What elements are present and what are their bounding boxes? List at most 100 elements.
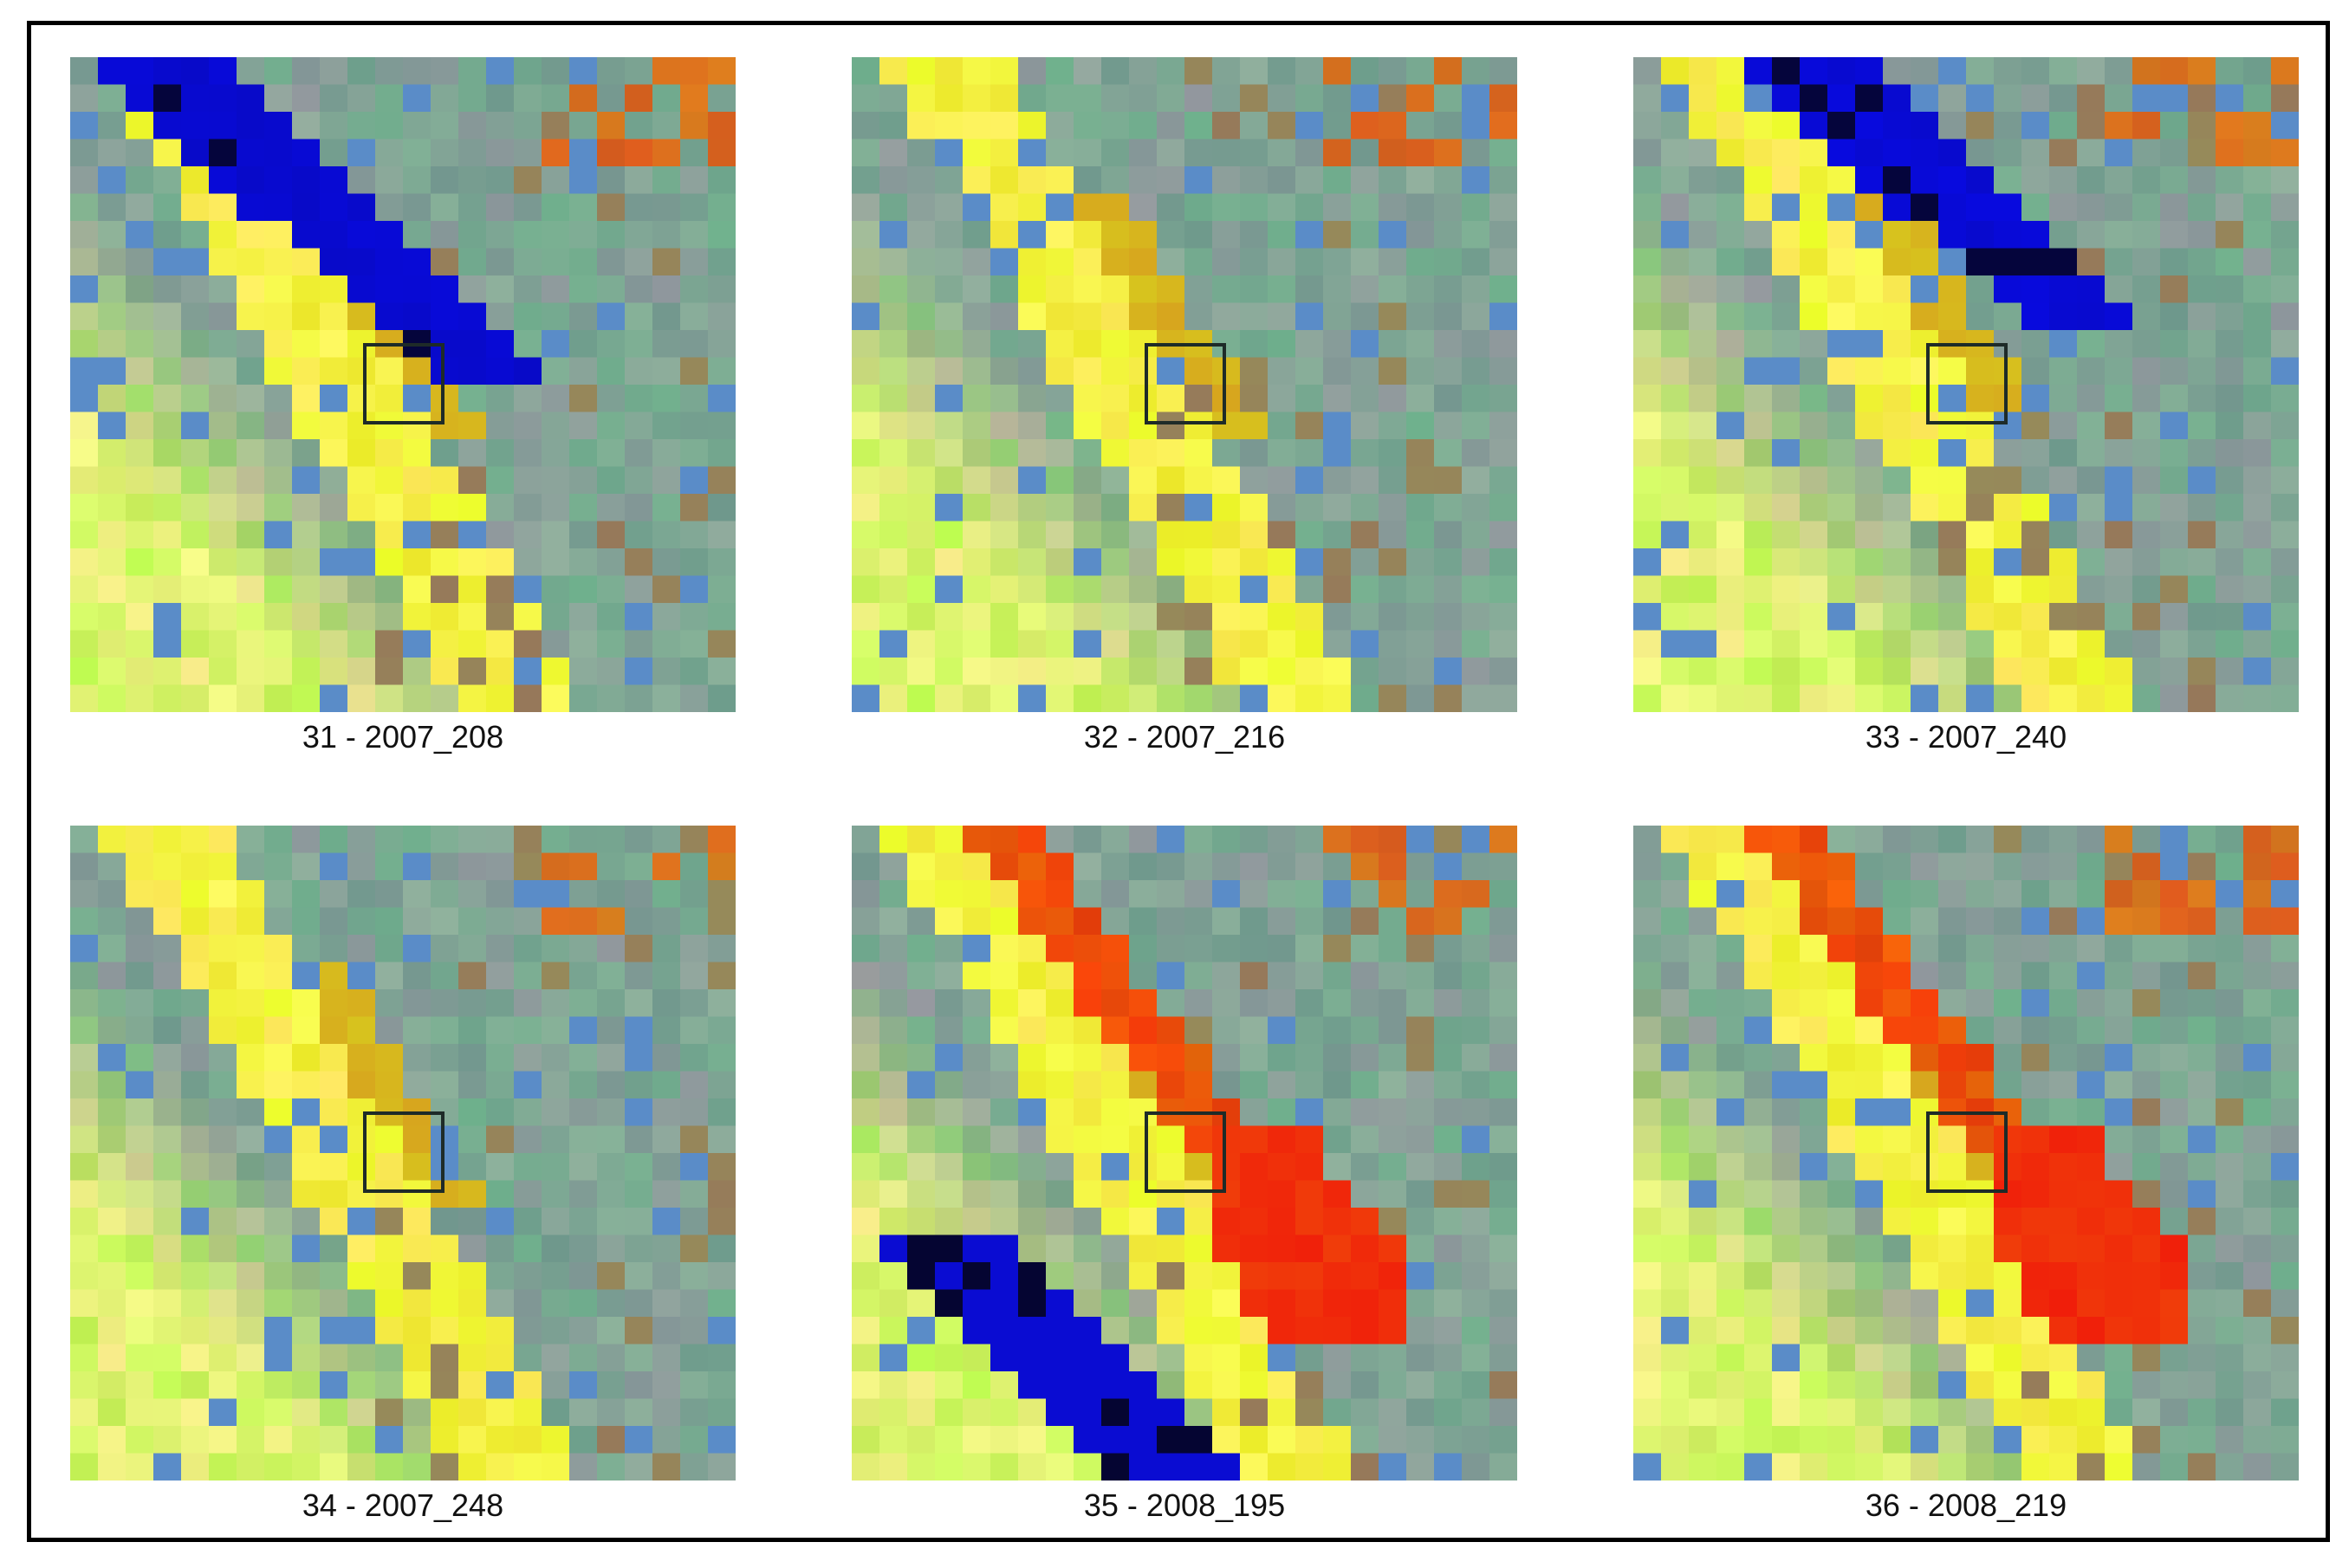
raster-pixel: [1689, 1180, 1717, 1208]
raster-pixel: [1157, 494, 1185, 522]
raster-pixel: [1240, 411, 1269, 440]
raster-pixel: [2216, 1371, 2244, 1400]
raster-pixel: [2243, 357, 2272, 386]
raster-pixel: [1744, 411, 1773, 440]
raster-pixel: [1772, 962, 1801, 990]
raster-pixel: [70, 852, 99, 881]
raster-pixel: [375, 357, 404, 386]
raster-pixel: [1462, 684, 1490, 712]
raster-pixel: [2271, 1426, 2299, 1455]
raster-pixel: [569, 1344, 598, 1372]
raster-pixel: [126, 221, 154, 249]
raster-pixel: [1661, 907, 1690, 936]
raster-pixel: [153, 1071, 182, 1099]
raster-pixel: [963, 411, 991, 440]
raster-pixel: [1212, 385, 1241, 413]
raster-pixel: [126, 880, 154, 909]
raster-pixel: [514, 1044, 542, 1072]
raster-pixel: [1966, 907, 1995, 936]
raster-pixel: [1046, 411, 1074, 440]
raster-pixel: [1744, 1071, 1773, 1099]
raster-pixel: [907, 1180, 936, 1208]
raster-pixel: [209, 193, 237, 222]
raster-pixel: [1351, 684, 1379, 712]
raster-pixel: [1101, 962, 1130, 990]
raster-pixel: [879, 1262, 908, 1291]
raster-pixel: [2077, 521, 2106, 549]
raster-pixel: [1744, 1234, 1773, 1263]
raster-pixel: [458, 439, 487, 468]
raster-pixel: [209, 139, 237, 167]
raster-pixel: [1716, 1262, 1745, 1291]
raster-pixel: [907, 84, 936, 113]
raster-pixel: [852, 658, 880, 686]
raster-pixel: [708, 658, 736, 686]
raster-pixel: [1295, 139, 1324, 167]
raster-pixel: [879, 658, 908, 686]
raster-pixel: [2188, 466, 2216, 495]
raster-pixel: [597, 1071, 626, 1099]
raster-pixel: [1295, 1317, 1324, 1345]
raster-pixel: [1827, 1371, 1856, 1400]
raster-pixel: [542, 1180, 570, 1208]
raster-pixel: [70, 439, 99, 468]
raster-pixel: [1462, 1071, 1490, 1099]
raster-pixel: [292, 989, 321, 1018]
raster-pixel: [153, 1426, 182, 1455]
raster-pixel: [375, 1153, 404, 1182]
raster-pixel: [1855, 330, 1884, 359]
raster-pixel: [625, 1153, 653, 1182]
raster-pixel: [2132, 1344, 2161, 1372]
raster-pixel: [935, 989, 964, 1018]
raster-pixel: [680, 1125, 709, 1154]
raster-pixel: [1489, 57, 1517, 86]
raster-pixel: [1268, 548, 1296, 577]
raster-pixel: [652, 1398, 681, 1427]
raster-pixel: [1827, 989, 1856, 1018]
raster-pixel: [1323, 248, 1352, 276]
raster-pixel: [98, 521, 127, 549]
raster-pixel: [1018, 411, 1047, 440]
raster-pixel: [1911, 302, 1939, 331]
raster-pixel: [2271, 1453, 2299, 1481]
raster-pixel: [1074, 1153, 1102, 1182]
raster-pixel: [1800, 1071, 1828, 1099]
raster-pixel: [2021, 1016, 2050, 1045]
raster-pixel: [625, 248, 653, 276]
raster-pixel: [1406, 248, 1435, 276]
image-panel-32: 32 - 2007_216: [852, 57, 1517, 753]
raster-pixel: [852, 112, 880, 140]
raster-pixel: [1855, 1071, 1884, 1099]
raster-pixel: [1855, 603, 1884, 632]
raster-pixel: [1434, 630, 1463, 658]
raster-pixel: [907, 248, 936, 276]
raster-pixel: [2160, 166, 2189, 195]
raster-pixel: [1268, 521, 1296, 549]
raster-pixel: [70, 1262, 99, 1291]
raster-pixel: [1434, 1016, 1463, 1045]
raster-pixel: [625, 1289, 653, 1318]
raster-pixel: [852, 826, 880, 854]
raster-pixel: [652, 275, 681, 304]
raster-pixel: [1744, 193, 1773, 222]
raster-pixel: [264, 603, 293, 632]
raster-pixel: [1827, 221, 1856, 249]
raster-pixel: [1046, 548, 1074, 577]
raster-pixel: [264, 112, 293, 140]
raster-pixel: [2132, 603, 2161, 632]
raster-pixel: [1744, 385, 1773, 413]
raster-pixel: [181, 826, 210, 854]
raster-pixel: [852, 248, 880, 276]
raster-pixel: [1855, 357, 1884, 386]
raster-pixel: [1489, 1453, 1517, 1481]
raster-pixel: [1462, 385, 1490, 413]
raster-pixel: [963, 302, 991, 331]
raster-pixel: [1268, 112, 1296, 140]
raster-pixel: [403, 1071, 432, 1099]
raster-pixel: [1772, 1044, 1801, 1072]
raster-pixel: [486, 466, 515, 495]
raster-pixel: [1827, 1234, 1856, 1263]
raster-pixel: [1240, 989, 1269, 1018]
raster-pixel: [1157, 193, 1185, 222]
raster-pixel: [1212, 575, 1241, 604]
